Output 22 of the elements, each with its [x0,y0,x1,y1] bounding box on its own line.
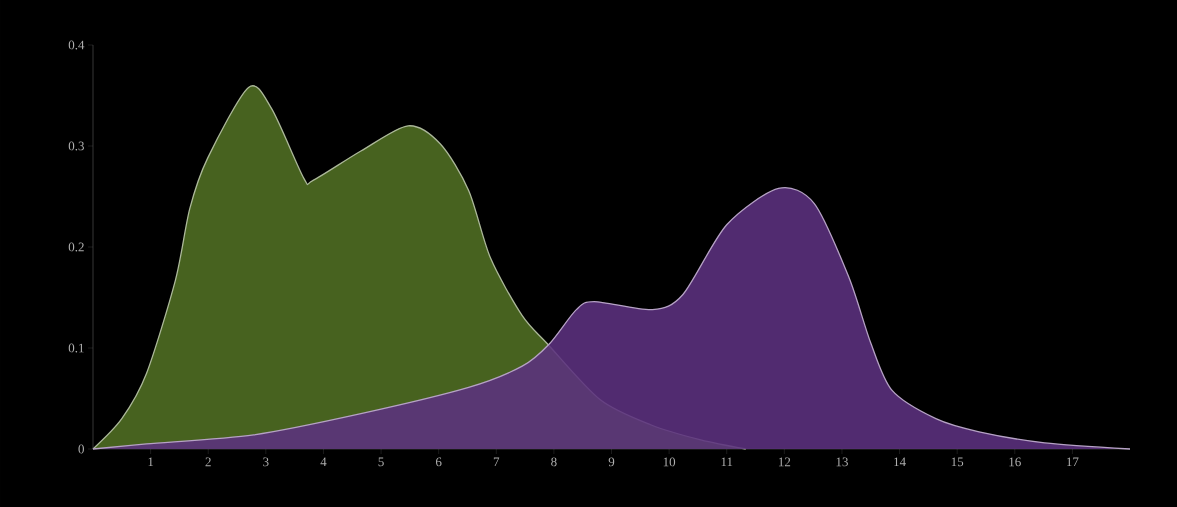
x-tick-label: 9 [608,457,615,467]
x-tick-label: 8 [551,457,557,467]
y-tick-label: 0 [78,444,84,454]
y-tick-label: 0.4 [68,40,85,50]
x-tick-label: 1 [148,457,154,467]
y-tick-label: 0.3 [68,141,84,151]
y-tick-label: 0.1 [68,343,84,353]
x-tick-label: 2 [205,457,211,467]
y-tick-label: 0.2 [68,242,84,252]
x-tick-label: 10 [663,457,676,467]
x-tick-label: 15 [951,457,964,467]
x-tick-label: 4 [320,457,327,467]
x-tick-label: 11 [721,457,733,467]
x-tick-label: 6 [435,457,442,467]
x-tick-label: 14 [894,457,906,467]
x-tick-label: 16 [1009,457,1021,467]
x-tick-label: 5 [378,457,384,467]
x-tick-label: 12 [778,457,791,467]
x-tick-label: 13 [836,457,848,467]
x-tick-label: 17 [1067,457,1079,467]
x-tick-label: 3 [263,457,269,467]
x-tick-label: 7 [493,457,500,467]
